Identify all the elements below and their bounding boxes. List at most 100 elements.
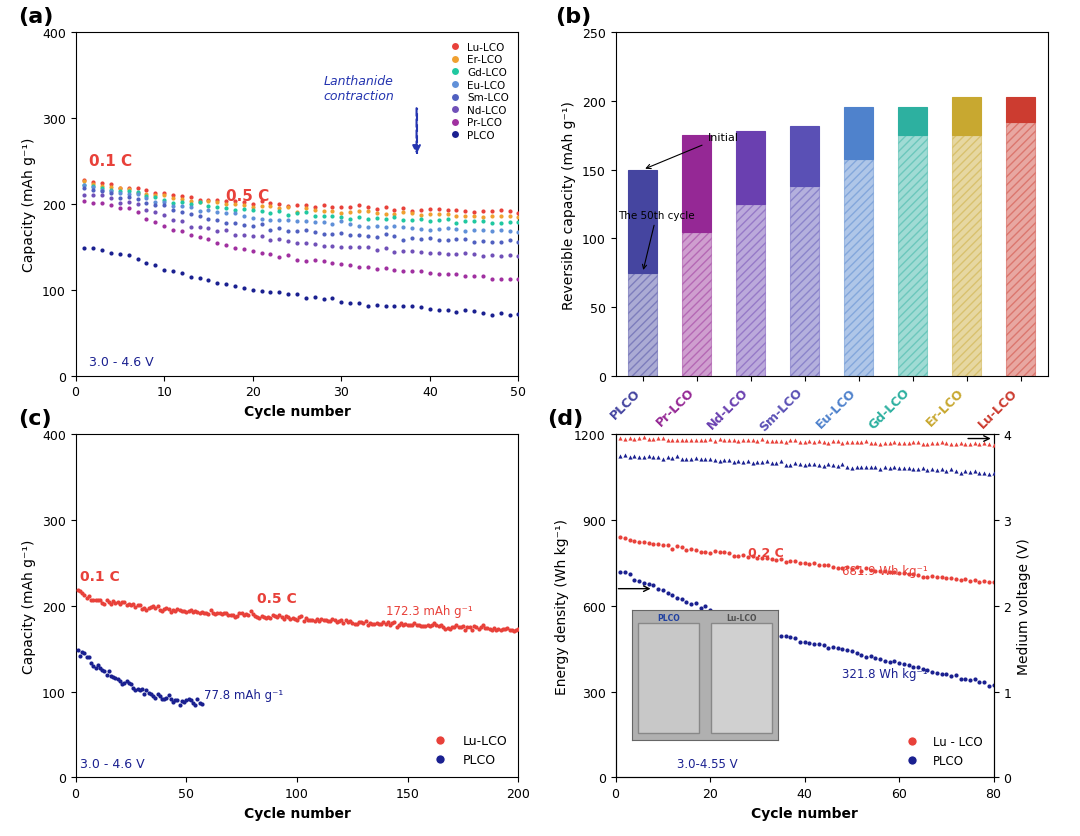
Point (183, 201, 200, 215)
Point (364, 618, 381, 631)
Point (501, 234, 518, 247)
Point (762, 553, 780, 566)
Point (244, 245, 261, 258)
Point (227, 197, 244, 211)
Point (396, 618, 414, 631)
Point (147, 189, 164, 202)
Point (919, 571, 936, 584)
Point (100, 664, 118, 677)
Point (890, 567, 907, 580)
Point (758, 455, 775, 468)
Point (758, 627, 775, 640)
Point (164, 223, 181, 237)
Point (140, 601, 158, 614)
Point (306, 217, 323, 230)
Point (810, 558, 827, 572)
Point (702, 546, 719, 559)
Point (730, 435, 747, 448)
Point (673, 452, 690, 466)
Point (103, 178, 120, 191)
Point (492, 307, 510, 320)
Point (235, 609, 253, 622)
Point (105, 594, 122, 608)
Point (105, 670, 122, 684)
Point (474, 212, 491, 225)
Point (975, 574, 993, 588)
Point (720, 614, 738, 627)
Point (800, 457, 818, 471)
Point (129, 186, 146, 200)
Point (122, 677, 139, 691)
Point (253, 218, 270, 232)
Text: 3.0 - 4.6 V: 3.0 - 4.6 V (80, 757, 145, 770)
Point (138, 604, 156, 617)
Point (147, 200, 164, 213)
Point (360, 205, 377, 218)
Point (124, 681, 141, 695)
Point (193, 605, 211, 619)
Point (625, 450, 643, 463)
Point (474, 215, 491, 228)
Point (217, 224, 234, 237)
Point (706, 544, 724, 558)
Point (120, 196, 137, 209)
Point (663, 543, 680, 556)
Point (107, 671, 124, 685)
Point (457, 210, 474, 223)
Point (457, 233, 474, 247)
Point (78, 591, 95, 604)
Point (483, 206, 500, 219)
Point (448, 619, 465, 632)
Point (981, 680, 998, 693)
Point (943, 670, 960, 683)
Point (143, 688, 160, 701)
Point (227, 242, 244, 255)
Point (457, 247, 474, 261)
Point (483, 225, 500, 238)
Point (109, 673, 126, 686)
Point (379, 616, 396, 630)
Point (333, 212, 350, 225)
Point (168, 694, 186, 707)
Point (129, 252, 146, 266)
Point (881, 566, 899, 579)
Point (966, 465, 983, 478)
Point (341, 241, 359, 254)
Point (501, 205, 518, 218)
Point (611, 449, 629, 462)
Point (313, 613, 330, 626)
Point (725, 614, 742, 628)
Point (754, 623, 771, 636)
Point (386, 204, 403, 217)
Point (198, 606, 215, 619)
Point (185, 606, 202, 619)
Point (189, 606, 206, 619)
Point (829, 561, 847, 574)
Point (933, 667, 950, 681)
Point (430, 247, 447, 261)
Point (510, 227, 527, 240)
Point (762, 435, 780, 448)
Point (421, 203, 438, 217)
Point (120, 201, 137, 215)
Point (156, 220, 173, 233)
Point (388, 620, 405, 634)
Point (492, 249, 510, 263)
Point (834, 643, 851, 656)
Point (474, 235, 491, 248)
Point (843, 461, 861, 475)
Point (306, 614, 323, 628)
Bar (637, 624, 699, 733)
Point (120, 182, 137, 196)
Point (501, 273, 518, 287)
Y-axis label: Reversible capacity (mAh g⁻¹): Reversible capacity (mAh g⁻¹) (563, 100, 577, 309)
Point (786, 632, 804, 645)
Point (299, 614, 316, 627)
Point (227, 207, 244, 221)
Point (478, 622, 496, 635)
Point (975, 675, 993, 689)
Point (829, 460, 847, 473)
Point (94, 189, 111, 202)
Point (510, 623, 527, 636)
Point (943, 438, 960, 451)
